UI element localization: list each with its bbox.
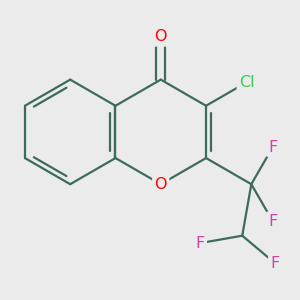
- Text: F: F: [195, 236, 205, 250]
- Text: F: F: [271, 256, 280, 271]
- Text: F: F: [268, 214, 278, 229]
- Text: Cl: Cl: [239, 75, 255, 90]
- Text: O: O: [154, 177, 167, 192]
- Text: F: F: [268, 140, 278, 154]
- Text: O: O: [154, 29, 167, 44]
